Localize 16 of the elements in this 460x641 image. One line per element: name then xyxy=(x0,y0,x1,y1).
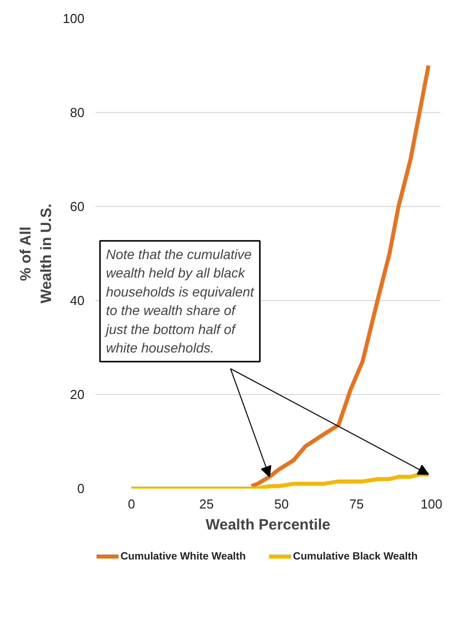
y-tick-label: 100 xyxy=(62,11,85,26)
x-tick-label: 75 xyxy=(349,496,364,512)
y-tick-label: 60 xyxy=(70,199,85,214)
annotation: Note that the cumulative wealth held by all black households is equivalent to the wealth share of just the bottom half of white households. xyxy=(104,246,256,356)
y-axis-title: % of All Wealth in U.S. xyxy=(17,204,55,304)
x-tick-label: 50 xyxy=(274,496,289,512)
y-tick-label: 0 xyxy=(77,481,85,496)
x-axis-title: Wealth Percentile xyxy=(206,516,330,534)
legend-label: Cumulative White Wealth xyxy=(120,550,246,562)
x-tick-label: 25 xyxy=(199,496,214,512)
x-tick-label: 100 xyxy=(420,496,442,512)
y-tick-label: 40 xyxy=(70,293,85,308)
y-tick-label: 80 xyxy=(70,105,85,120)
y-tick-label: 20 xyxy=(70,387,85,402)
legend-label: Cumulative Black Wealth xyxy=(293,550,418,562)
x-tick-label: 0 xyxy=(128,496,136,512)
